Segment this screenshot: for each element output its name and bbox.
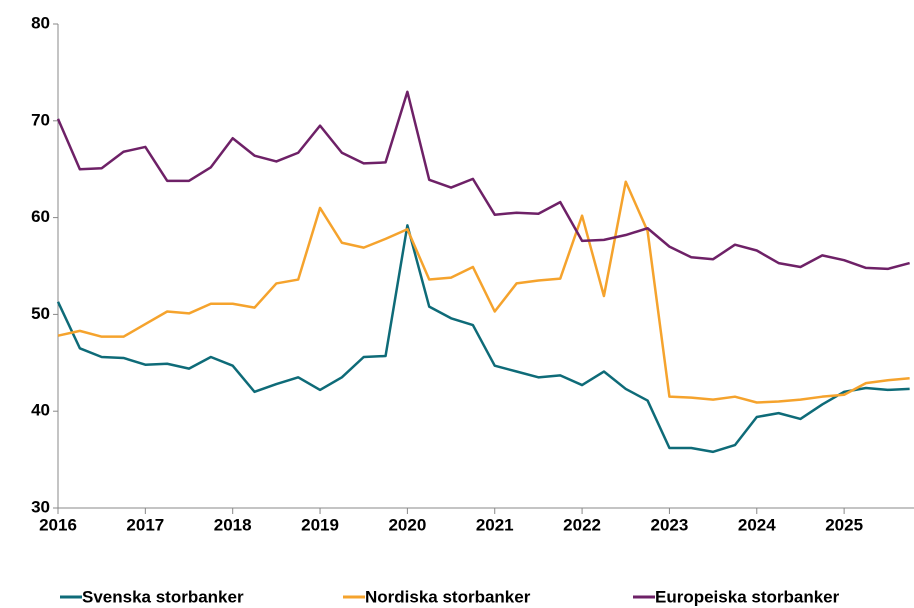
x-tick-label: 2025 (825, 515, 863, 534)
x-tick-label: 2024 (738, 515, 776, 534)
y-tick-label: 80 (31, 13, 50, 32)
y-tick-label: 30 (31, 497, 50, 516)
y-tick-label: 40 (31, 401, 50, 420)
x-tick-label: 2022 (563, 515, 601, 534)
y-tick-label: 70 (31, 110, 50, 129)
x-tick-label: 2021 (476, 515, 514, 534)
line-series (56, 224, 910, 454)
x-tick-label: 2018 (214, 515, 252, 534)
y-tick-label: 50 (31, 304, 50, 323)
y-tick-label: 60 (31, 207, 50, 226)
x-tick-label: 2019 (301, 515, 339, 534)
legend-label: Europeiska storbanker (655, 587, 840, 606)
legend-label: Nordiska storbanker (365, 587, 531, 606)
x-tick-label: 2023 (651, 515, 689, 534)
x-tick-label: 2020 (388, 515, 426, 534)
line-series (57, 180, 910, 404)
x-tick-label: 2017 (126, 515, 164, 534)
legend-label: Svenska storbanker (82, 587, 244, 606)
x-tick-label: 2016 (39, 515, 77, 534)
line-series (56, 90, 910, 271)
